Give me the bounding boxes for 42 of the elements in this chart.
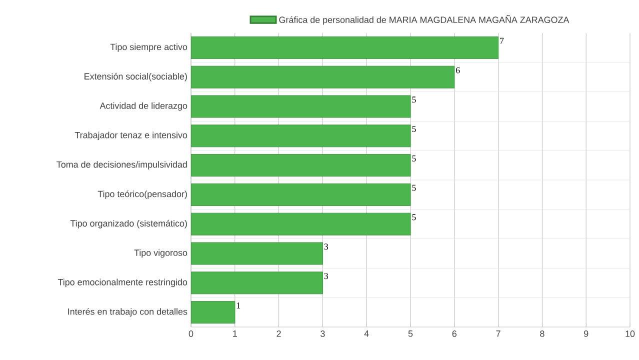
y-tick-label: Tipo vigoroso [134, 249, 188, 258]
bar [191, 36, 499, 59]
x-tick-label: 3 [320, 330, 325, 337]
y-tick-label: Actividad de liderazgo [100, 102, 188, 111]
bar [191, 154, 411, 177]
x-tick-label: 4 [364, 330, 369, 337]
bar [191, 124, 411, 148]
bar [191, 301, 236, 324]
data-label: 6 [456, 67, 460, 74]
bar [191, 242, 323, 265]
y-tick-label: Interés en trabajo con detalles [68, 308, 188, 317]
data-label: 5 [412, 155, 416, 162]
y-tick-label: Tipo teórico(pensador) [98, 190, 187, 199]
x-tick-label: 5 [408, 330, 413, 337]
x-tick-label: 2 [276, 330, 281, 337]
x-tick-label: 6 [452, 330, 457, 337]
data-label: 3 [324, 244, 328, 250]
x-tick-label: 10 [626, 330, 635, 337]
x-tick-label: 8 [540, 330, 544, 337]
data-label: 3 [324, 273, 328, 280]
bar [191, 272, 323, 294]
data-label: 5 [412, 126, 416, 132]
x-tick-label: 1 [233, 330, 237, 337]
bar [191, 66, 455, 88]
bar [191, 95, 411, 118]
y-tick-label: Toma de decisiones/impulsividad [56, 161, 187, 170]
y-tick-label: Extensión social(sociable) [84, 72, 187, 82]
y-tick-label: Trabajador tenaz e intensivo [74, 132, 188, 140]
y-tick-label: Tipo siempre activo [110, 44, 188, 52]
legend-label: Gráfica de personalidad de MARIA MAGDALENA MAGAÑA ZARAGOZA [279, 15, 570, 25]
data-label: 1 [236, 302, 240, 308]
data-label: 7 [500, 38, 504, 44]
x-tick-label: 0 [188, 330, 194, 337]
x-tick-label: 9 [584, 330, 588, 337]
data-label: 5 [412, 214, 416, 220]
y-tick-label: Tipo organizado (sistemático) [70, 220, 187, 228]
bar [191, 212, 411, 236]
data-label: 5 [412, 184, 416, 191]
data-label: 5 [412, 96, 416, 103]
x-tick-label: 7 [496, 330, 500, 337]
bar [191, 183, 411, 206]
y-tick-label: Tipo emocionalmente restringido [58, 278, 188, 288]
